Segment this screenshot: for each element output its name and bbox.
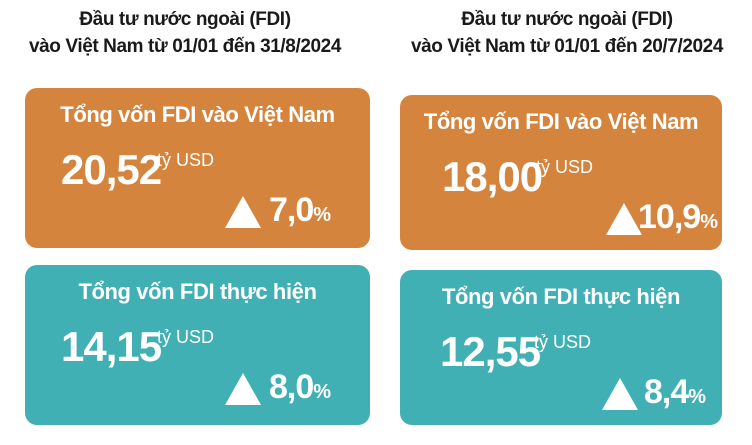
unit: tỷ USD [536,157,594,177]
card: Tổng vốn FDI thực hiện 14,15 tỷ USD 8,0% [25,265,370,425]
unit: tỷ USD [157,327,215,347]
amount: 12,55 [440,328,541,375]
change-unit: % [688,386,706,408]
amount: 18,00 [442,153,543,200]
card: Tổng vốn FDI vào Việt Nam 20,52 tỷ USD 7… [25,88,370,248]
card: Tổng vốn FDI vào Việt Nam 18,00 tỷ USD 1… [400,95,722,250]
change-value: 10,9 [638,198,701,236]
change-value: 8,0 [269,368,314,406]
change: 10,9% [638,198,718,237]
header-line: Đầu tư nước ngoài (FDI) [461,9,673,30]
header-line: Đầu tư nước ngoài (FDI) [79,9,291,30]
header-line: vào Việt Nam từ 01/01 đến 31/8/2024 [28,36,342,57]
header-line: vào Việt Nam từ 01/01 đến 20/7/2024 [410,36,724,57]
change-unit: % [313,204,331,226]
card-label: Tổng vốn FDI vào Việt Nam [60,102,335,127]
panel-header: Đầu tư nước ngoài (FDI) vào Việt Nam từ … [382,6,752,60]
change: 8,0% [269,368,331,407]
card: Tổng vốn FDI thực hiện 12,55 tỷ USD 8,4% [400,270,722,425]
panel-header: Đầu tư nước ngoài (FDI) vào Việt Nam từ … [0,6,370,60]
card-label: Tổng vốn FDI thực hiện [441,284,681,309]
unit: tỷ USD [157,150,215,170]
up-triangle [606,203,642,235]
amount: 20,52 [61,146,162,193]
change-value: 7,0 [269,191,314,229]
change: 7,0% [269,191,331,230]
card-label: Tổng vốn FDI vào Việt Nam [423,109,699,134]
unit: tỷ USD [534,332,592,352]
up-triangle [225,196,261,228]
card-label: Tổng vốn FDI thực hiện [78,279,317,304]
change-unit: % [700,211,718,233]
up-triangle [602,378,638,410]
up-triangle [225,373,261,405]
change-unit: % [313,381,331,403]
change: 8,4% [644,373,706,412]
change-value: 8,4 [644,373,689,411]
amount: 14,15 [61,323,162,370]
